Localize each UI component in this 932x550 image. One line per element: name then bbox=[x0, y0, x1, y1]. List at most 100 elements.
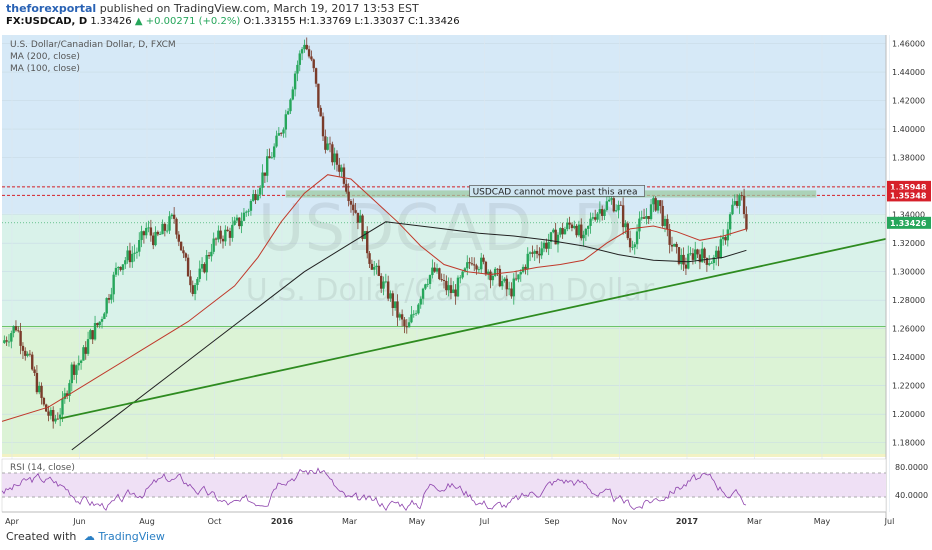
candle-body bbox=[147, 227, 150, 229]
candle-body bbox=[5, 340, 8, 342]
tradingview-logo[interactable]: ☁ TradingView bbox=[83, 530, 165, 543]
time-tick-label: Mar bbox=[342, 517, 358, 526]
annotation-box[interactable]: USDCAD cannot move past this area bbox=[469, 185, 645, 197]
candle-body bbox=[61, 399, 64, 415]
candle-body bbox=[480, 257, 483, 270]
candle-body bbox=[568, 222, 571, 225]
time-axis[interactable]: Apr Jun Aug Oct 2016 Mar May Jul Sep Nov 2017 Mar Ma… bbox=[5, 517, 894, 526]
candle-body bbox=[65, 393, 69, 396]
candle-body bbox=[307, 49, 311, 57]
candle-body bbox=[475, 265, 478, 270]
candle-body bbox=[533, 250, 536, 254]
candle-body bbox=[435, 268, 439, 272]
candle-body bbox=[100, 319, 104, 322]
candle-body bbox=[656, 200, 660, 211]
candle-body bbox=[428, 275, 432, 284]
candle-body bbox=[352, 204, 355, 211]
candle-body bbox=[528, 252, 532, 254]
candle-body bbox=[484, 261, 488, 275]
rsi-path bbox=[1, 467, 747, 511]
band-blue bbox=[2, 35, 886, 214]
publisher-name[interactable]: theforexportal bbox=[6, 2, 97, 15]
candle-body bbox=[219, 230, 222, 239]
candle-body bbox=[491, 275, 495, 281]
candle-body bbox=[226, 229, 229, 231]
price-label-upper: 1.35948 bbox=[890, 183, 927, 192]
candle-body bbox=[266, 156, 269, 176]
candle-body bbox=[614, 210, 618, 212]
ascending-trendline bbox=[60, 238, 887, 420]
open-value: O:1.33155 bbox=[243, 16, 296, 27]
band-yellow bbox=[2, 454, 886, 457]
candle-body bbox=[526, 253, 529, 269]
candle-body bbox=[561, 228, 564, 235]
candle-body bbox=[228, 230, 232, 238]
candle-body bbox=[205, 254, 208, 273]
candle-body bbox=[689, 253, 692, 255]
candle-body bbox=[412, 313, 415, 315]
candle-body bbox=[659, 200, 662, 206]
candle-body bbox=[589, 218, 592, 226]
candle-body bbox=[398, 314, 401, 318]
candle-body bbox=[198, 268, 201, 279]
candle-body bbox=[731, 204, 734, 215]
candle-body bbox=[91, 330, 94, 340]
candle-body bbox=[419, 298, 422, 305]
candle-body bbox=[300, 49, 304, 54]
candle-body bbox=[624, 223, 627, 228]
trendline[interactable] bbox=[60, 238, 887, 420]
candle-body bbox=[138, 240, 141, 252]
candle-body bbox=[524, 266, 527, 269]
candle-body bbox=[503, 278, 506, 282]
candle-body bbox=[735, 201, 739, 206]
price-axis[interactable]: 1.460001.440001.420001.400001.380001.360… bbox=[892, 40, 925, 448]
candle-body bbox=[566, 222, 569, 230]
candle-body bbox=[673, 243, 676, 247]
time-tick-label: Jul bbox=[479, 517, 490, 526]
candle-body bbox=[433, 267, 436, 272]
time-tick-label: 2016 bbox=[271, 517, 294, 526]
annotation-box-rect bbox=[469, 185, 645, 197]
symbol-label: FX:USDCAD, D bbox=[6, 16, 88, 27]
published-text: published on TradingView.com, March 19, … bbox=[99, 2, 419, 15]
candle-body bbox=[438, 268, 441, 280]
candle-body bbox=[556, 234, 560, 245]
candle-body bbox=[619, 204, 622, 206]
price-tick-label: 1.32000 bbox=[892, 239, 925, 248]
candle-body bbox=[103, 313, 106, 320]
candle-body bbox=[231, 224, 234, 238]
price-tick-label: 1.38000 bbox=[892, 154, 925, 163]
candle-body bbox=[368, 253, 371, 264]
candle-body bbox=[321, 116, 325, 137]
candle-body bbox=[600, 209, 604, 216]
candle-body bbox=[547, 241, 550, 249]
candle-body bbox=[279, 133, 283, 134]
candle-body bbox=[314, 68, 318, 84]
candle-body bbox=[461, 271, 464, 278]
candle-body bbox=[701, 248, 704, 263]
candle-body bbox=[359, 215, 362, 223]
candle-body bbox=[361, 215, 364, 239]
candle-body bbox=[191, 285, 194, 294]
candle-body bbox=[289, 99, 292, 112]
candle-body bbox=[708, 263, 711, 265]
candle-body bbox=[117, 266, 120, 268]
candle-body bbox=[549, 232, 553, 242]
candle-body bbox=[82, 347, 85, 361]
candle-body bbox=[75, 365, 78, 375]
candle-body bbox=[714, 250, 718, 258]
candle-body bbox=[445, 280, 448, 291]
candle-body bbox=[338, 164, 341, 172]
candle-body bbox=[79, 360, 83, 363]
candle-body bbox=[124, 260, 127, 265]
candle-body bbox=[128, 250, 132, 263]
candle-body bbox=[510, 288, 513, 297]
candle-body bbox=[10, 333, 13, 342]
candle-body bbox=[317, 83, 320, 108]
candle-body bbox=[270, 157, 274, 159]
candle-body bbox=[410, 314, 413, 323]
price-tick-label: 1.18000 bbox=[892, 439, 925, 448]
price-tick-label: 1.44000 bbox=[892, 68, 925, 77]
